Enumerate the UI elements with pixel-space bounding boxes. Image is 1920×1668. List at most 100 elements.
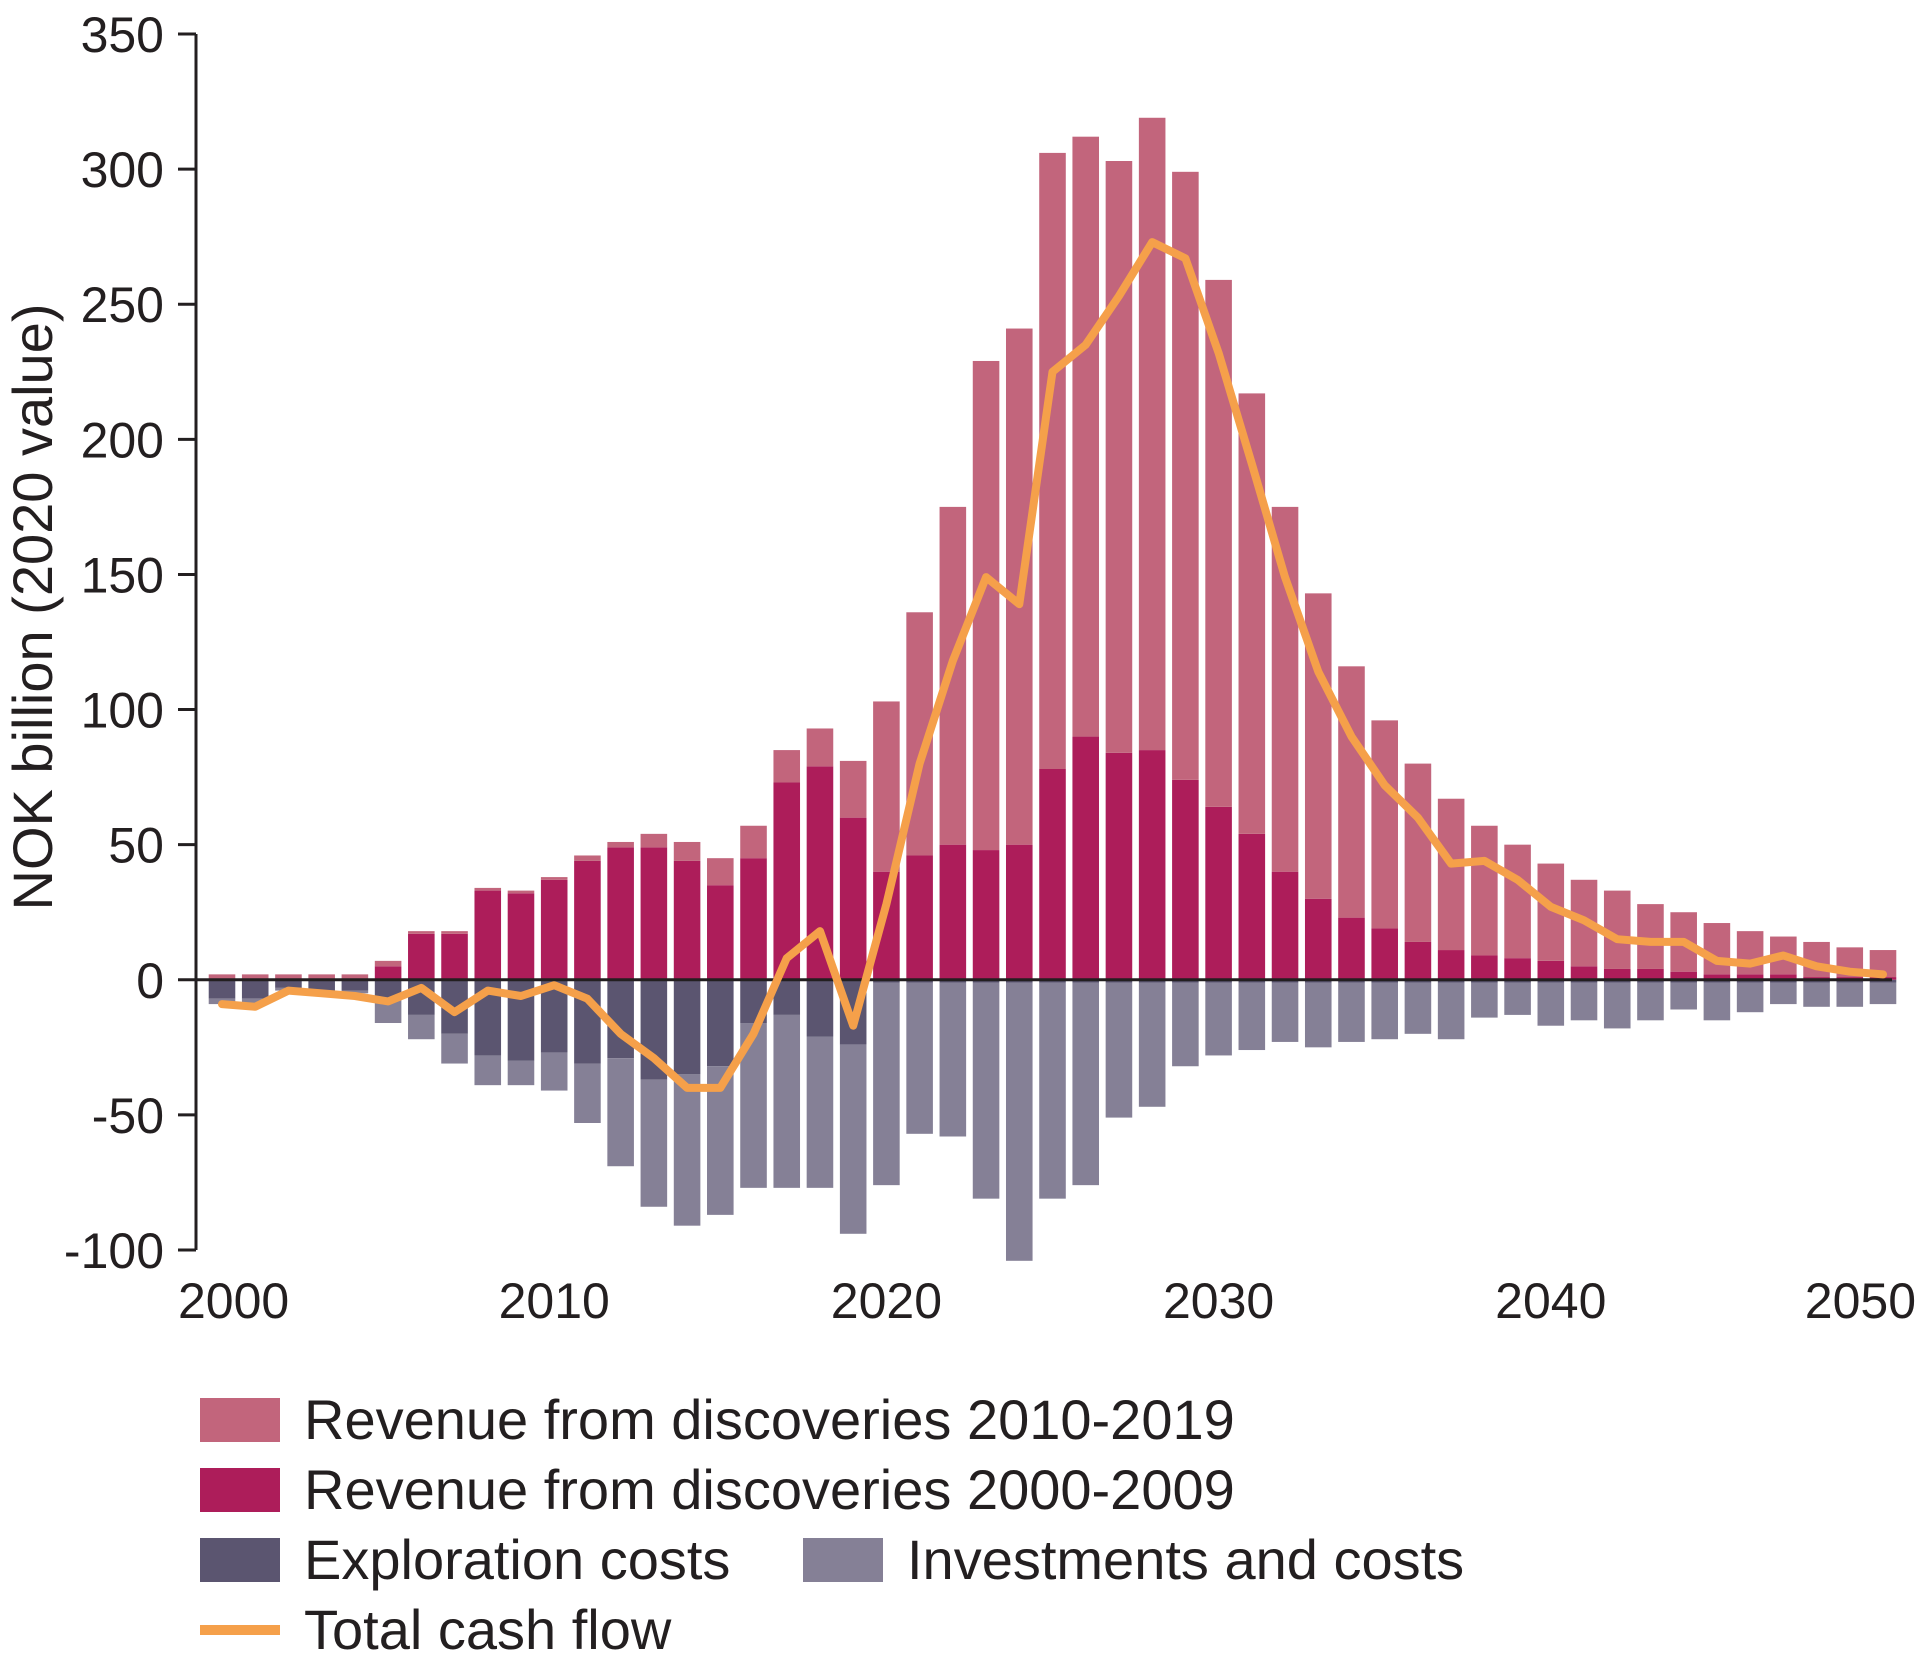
bar-revenue-2000-2009: [1703, 974, 1731, 980]
bar-revenue-2010-2019: [1471, 825, 1498, 956]
legend-label: Revenue from discoveries 2000-2009: [304, 1458, 1235, 1521]
bar-revenue-2000-2009: [540, 879, 568, 980]
bar-revenue-2000-2009: [1404, 941, 1432, 980]
bar-exploration-costs: [241, 979, 269, 999]
y-tick-label: 100: [81, 683, 164, 739]
bar-exploration-costs: [275, 979, 302, 988]
bar-revenue-2000-2009: [939, 844, 967, 980]
bar-investments-and-costs: [1238, 982, 1266, 1051]
bar-investments-and-costs: [1338, 982, 1365, 1042]
bar-investments-and-costs: [673, 1074, 701, 1226]
bar-revenue-2000-2009: [1670, 971, 1697, 980]
bar-investments-and-costs: [1304, 982, 1332, 1048]
x-tick-label: 2040: [1495, 1273, 1606, 1329]
bar-revenue-2000-2009: [1039, 769, 1066, 980]
bar-revenue-2000-2009: [1537, 960, 1565, 980]
y-tick-label: 50: [108, 818, 164, 874]
legend-item-revenue-2000-2009: Revenue from discoveries 2000-2009: [200, 1455, 1235, 1525]
bar-investments-and-costs: [939, 982, 967, 1137]
line-total-cash-flow: [218, 238, 1887, 1092]
bar-revenue-2000-2009: [1437, 950, 1465, 980]
bar-revenue-2000-2009: [839, 817, 867, 980]
bar-investments-and-costs: [773, 1014, 801, 1188]
y-tick-label: 250: [81, 277, 164, 333]
bar-investments-and-costs: [1138, 982, 1166, 1107]
bar-revenue-2010-2019: [806, 728, 834, 767]
legend-swatch-revenue-2010-2019: [200, 1398, 280, 1442]
bar-revenue-2010-2019: [673, 841, 701, 861]
bar-investments-and-costs: [1703, 982, 1731, 1021]
bar-investments-and-costs: [1603, 982, 1631, 1029]
bar-exploration-costs: [374, 979, 402, 999]
bar-revenue-2000-2009: [408, 933, 435, 980]
bar-revenue-2000-2009: [1105, 752, 1133, 980]
bar-revenue-2010-2019: [873, 701, 900, 872]
bar-investments-and-costs: [341, 990, 369, 994]
bar-investments-and-costs: [640, 1079, 668, 1207]
bar-revenue-2010-2019: [1703, 923, 1731, 975]
x-tick-label: 2030: [1163, 1273, 1274, 1329]
bar-investments-and-costs: [1437, 982, 1465, 1040]
bar-investments-and-costs: [408, 1014, 435, 1040]
bar-investments-and-costs: [839, 1044, 867, 1234]
bar-investments-and-costs: [1072, 982, 1100, 1186]
bar-investments-and-costs: [1869, 982, 1897, 1005]
bar-investments-and-costs: [1736, 982, 1764, 1013]
bar-exploration-costs: [673, 979, 701, 1075]
bar-revenue-2000-2009: [1637, 968, 1664, 980]
bar-revenue-2000-2009: [1770, 974, 1797, 980]
bar-revenue-2000-2009: [1603, 968, 1631, 980]
bar-investments-and-costs: [972, 982, 1000, 1199]
y-tick-label: 0: [136, 953, 164, 1009]
bar-revenue-2000-2009: [707, 885, 734, 980]
bar-revenue-2010-2019: [408, 931, 435, 934]
legend-item-revenue-2010-2019: Revenue from discoveries 2010-2019: [200, 1385, 1235, 1455]
bar-revenue-2010-2019: [1404, 763, 1432, 942]
bar-investments-and-costs: [1570, 982, 1598, 1021]
bar-revenue-2010-2019: [308, 974, 335, 980]
bar-revenue-2000-2009: [1205, 806, 1232, 980]
bar-revenue-2010-2019: [507, 890, 535, 894]
bar-revenue-2010-2019: [341, 974, 369, 980]
bar-revenue-2010-2019: [707, 858, 734, 886]
bars-layer: [208, 117, 1897, 1261]
bar-investments-and-costs: [507, 1060, 535, 1086]
bar-investments-and-costs: [1471, 982, 1498, 1018]
bar-revenue-2010-2019: [540, 877, 568, 880]
bar-investments-and-costs: [1537, 982, 1565, 1026]
bar-exploration-costs: [208, 979, 236, 999]
bar-investments-and-costs: [441, 1033, 468, 1064]
bar-investments-and-costs: [1836, 982, 1864, 1007]
bar-revenue-2000-2009: [640, 847, 668, 980]
bar-investments-and-costs: [1205, 982, 1232, 1056]
bar-investments-and-costs: [1803, 982, 1830, 1007]
bar-investments-and-costs: [1005, 982, 1033, 1261]
bar-revenue-2010-2019: [1105, 161, 1133, 753]
bar-investments-and-costs: [574, 1063, 601, 1123]
legend-label: Exploration costs: [304, 1528, 731, 1591]
bar-investments-and-costs: [1039, 982, 1066, 1199]
bar-revenue-2000-2009: [507, 893, 535, 980]
bar-revenue-2010-2019: [1138, 117, 1166, 751]
bar-revenue-2010-2019: [939, 506, 967, 845]
bar-investments-and-costs: [474, 1055, 502, 1086]
y-tick-label: 200: [81, 412, 164, 468]
legend-swatch-investments-and-costs: [803, 1538, 883, 1582]
bar-revenue-2010-2019: [640, 833, 668, 848]
bar-revenue-2000-2009: [1504, 958, 1531, 980]
bar-exploration-costs: [341, 979, 369, 991]
y-axis-label: NOK billion (2020 value): [1, 304, 64, 911]
legend-swatch-total-cash-flow: [200, 1625, 280, 1635]
bar-revenue-2010-2019: [208, 974, 236, 980]
bar-revenue-2010-2019: [275, 974, 302, 980]
bar-investments-and-costs: [540, 1052, 568, 1091]
legend-label: Revenue from discoveries 2010-2019: [304, 1388, 1235, 1451]
x-tick-label: 2010: [499, 1273, 610, 1329]
bar-revenue-2000-2009: [1338, 917, 1365, 980]
bar-investments-and-costs: [1670, 982, 1697, 1010]
bar-revenue-2000-2009: [574, 860, 601, 980]
bar-revenue-2010-2019: [1736, 931, 1764, 975]
x-tick-label: 2020: [831, 1273, 942, 1329]
y-tick-label: 150: [81, 547, 164, 603]
